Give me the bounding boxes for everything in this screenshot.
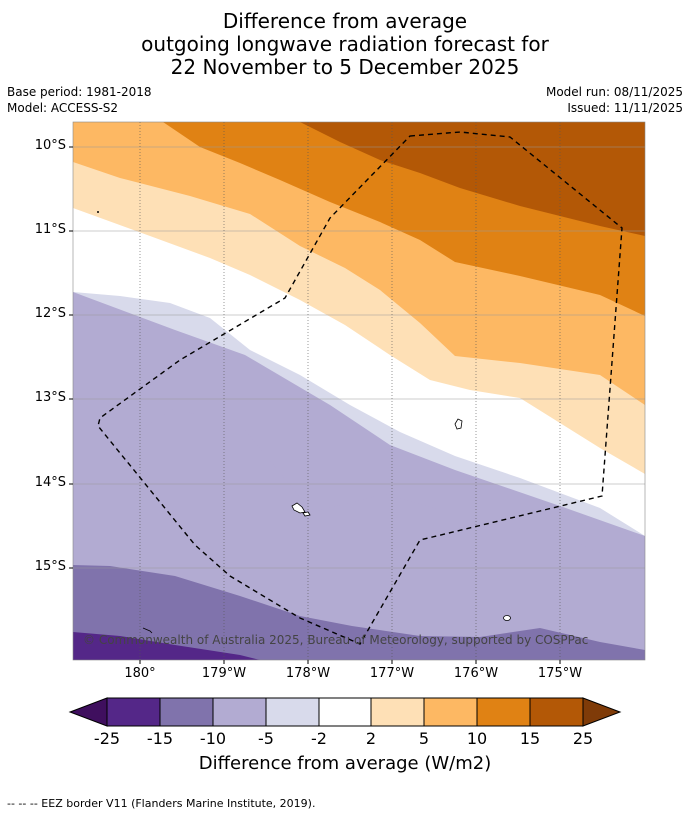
colorbar-tick-minus15: -15 [146, 729, 174, 748]
band-minus25-minus15 [73, 632, 260, 660]
lon-label-179w: 179°W [201, 666, 247, 681]
colorbar-segment-2-5 [370, 697, 425, 727]
colorbar-segment-minus25-minus15 [106, 697, 161, 727]
lat-label-15s: 15°S [34, 559, 66, 574]
colorbar-tick-2: 2 [365, 729, 377, 748]
title-line-3: 22 November to 5 December 2025 [170, 55, 520, 79]
colorbar-segment-minus2-2 [318, 697, 372, 727]
colorbar [68, 697, 622, 727]
colorbar-tick-minus10: -10 [199, 729, 227, 748]
title-line-2: outgoing longwave radiation forecast for [141, 32, 549, 56]
lon-label-175w: 175°W [537, 666, 583, 681]
eez-legend-footnote: -- -- -- EEZ border V11 (Flanders Marine… [7, 797, 316, 810]
issued-date: Issued: 11/11/2025 [567, 101, 683, 115]
copyright-notice: © Commonwealth of Australia 2025, Bureau… [83, 633, 589, 647]
lat-label-13s: 13°S [34, 390, 66, 405]
colorbar-segment-minus15-minus10 [159, 697, 214, 727]
colorbar-segment-5-10 [423, 697, 478, 727]
colorbar-tick-15: 15 [519, 729, 541, 748]
colorbar-tick-minus5: -5 [258, 729, 274, 748]
colorbar-label: Difference from average (W/m2) [198, 753, 492, 774]
island-wallis [291, 502, 306, 514]
model-run: Model run: 08/11/2025 [545, 85, 683, 99]
colorbar-tick-minus25: -25 [93, 729, 121, 748]
graticule [73, 122, 645, 660]
island-southeast [503, 615, 511, 621]
lat-label-12s: 12°S [34, 306, 66, 321]
colorbar-segment-minus10-minus5 [212, 697, 267, 727]
map-plot-area [73, 122, 645, 660]
colorbar-tick-5: 5 [418, 729, 430, 748]
eez-border [97, 131, 623, 645]
island-northwest [97, 211, 99, 213]
lat-label-14s: 14°S [34, 475, 66, 490]
lon-label-180: 180° [124, 666, 156, 681]
lat-label-11s: 11°S [34, 222, 66, 237]
title-line-1: Difference from average [222, 9, 468, 33]
colorbar-segment-minus5-minus2 [265, 697, 320, 727]
colorbar-segment-10-15 [476, 697, 531, 727]
colorbar-tick-minus2: -2 [311, 729, 327, 748]
colorbar-extend-high [582, 697, 622, 727]
model-name: Model: ACCESS-S2 [7, 101, 119, 115]
colorbar-tick-10: 10 [466, 729, 488, 748]
lon-label-177w: 177°W [369, 666, 415, 681]
lon-label-178w: 178°W [285, 666, 331, 681]
base-period: Base period: 1981-2018 [7, 85, 152, 99]
map-frame [72, 121, 646, 661]
band-minus15-minus10-bottom [73, 565, 645, 660]
colorbar-segment-15-25 [529, 697, 584, 727]
lon-label-176w: 176°W [453, 666, 499, 681]
island-southwest [142, 627, 153, 634]
island-small-east [454, 418, 463, 430]
band-15-25 [300, 122, 645, 236]
lat-label-10s: 10°S [34, 138, 66, 153]
colorbar-tick-25: 25 [572, 729, 594, 748]
island-wallis-2 [302, 511, 311, 517]
colorbar-extend-low [68, 697, 108, 727]
